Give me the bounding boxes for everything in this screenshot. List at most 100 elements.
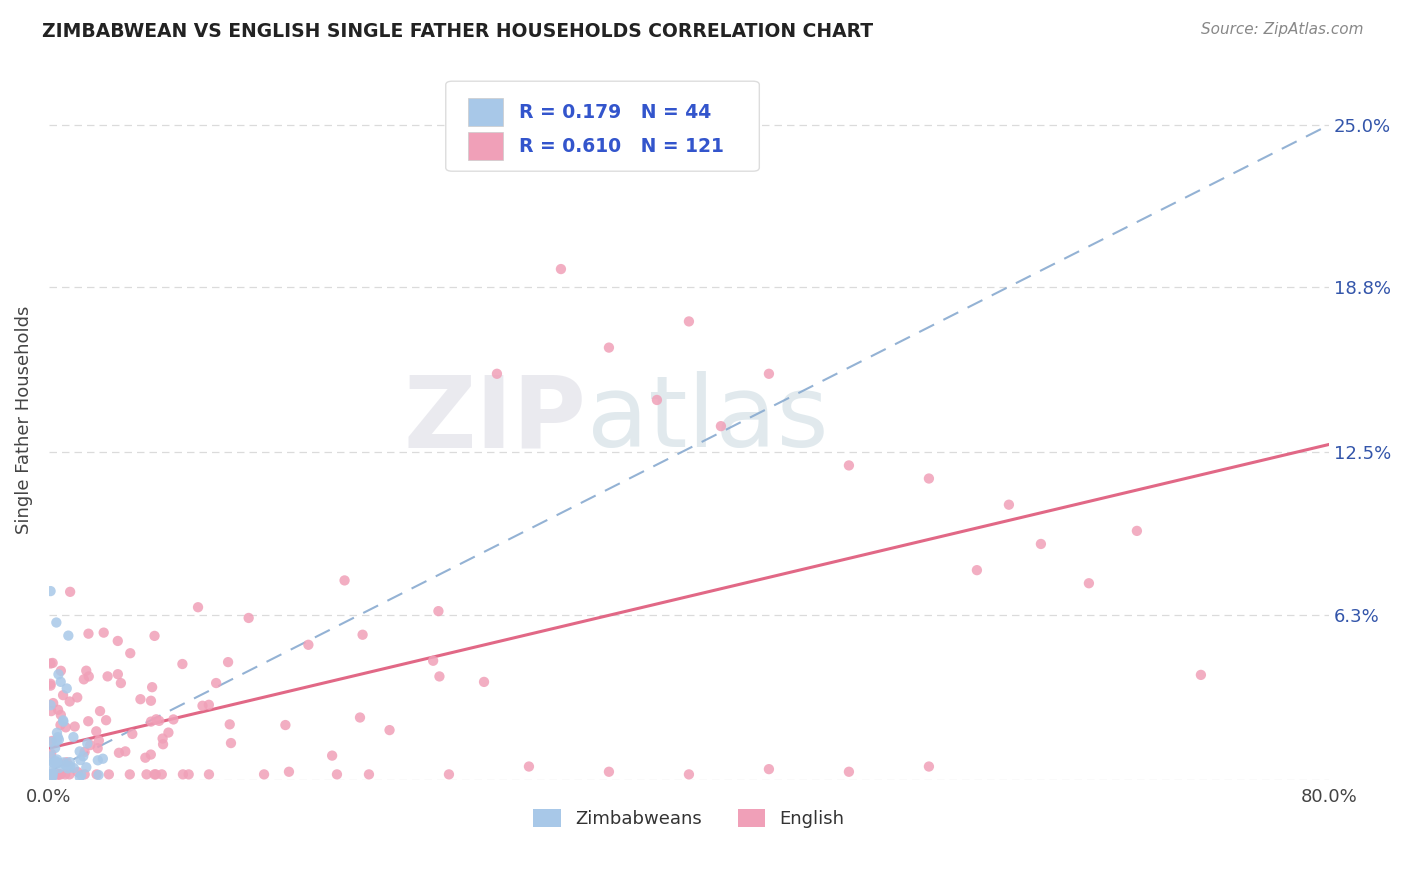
English [143,767,166,781]
English [145,712,167,726]
Zimbabweans [48,667,70,681]
Zimbabweans [56,761,79,775]
English [39,767,62,781]
English [66,690,89,705]
Zimbabweans [62,730,84,744]
English [135,767,157,781]
English [326,767,349,781]
Zimbabweans [41,767,63,781]
Zimbabweans [69,770,91,784]
Zimbabweans [39,749,62,764]
English [172,767,194,781]
English [63,719,86,733]
English [48,767,70,781]
English [472,674,495,689]
English [73,767,96,781]
English [49,718,72,732]
English [120,646,142,660]
FancyBboxPatch shape [446,81,759,171]
English [1189,668,1212,682]
English [598,341,620,355]
English [86,767,108,781]
Zimbabweans [46,725,69,739]
English [41,734,63,748]
English [42,767,65,781]
English [152,731,174,746]
English [550,262,572,277]
Zimbabweans [39,698,62,713]
English [152,737,174,751]
English [139,714,162,729]
Zimbabweans [44,741,66,756]
English [517,759,540,773]
English [86,741,108,756]
Zimbabweans [45,733,67,747]
Zimbabweans [72,749,94,764]
English [150,767,173,781]
English [278,764,301,779]
English [39,747,62,761]
English [349,710,371,724]
English [46,703,69,717]
FancyBboxPatch shape [468,98,503,126]
English [710,419,733,434]
Legend: Zimbabweans, English: Zimbabweans, English [526,802,852,836]
English [48,767,70,781]
English [66,765,89,780]
Text: atlas: atlas [586,371,828,468]
Zimbabweans [91,752,114,766]
English [645,392,668,407]
Zimbabweans [42,756,65,770]
English [53,767,76,781]
English [177,767,200,781]
English [1077,576,1099,591]
English [191,698,214,713]
English [42,696,65,710]
English [148,714,170,728]
English [46,767,69,781]
English [41,656,63,670]
Zimbabweans [41,770,63,784]
Zimbabweans [69,744,91,758]
English [437,767,460,781]
English [219,736,242,750]
English [84,724,107,739]
English [39,677,62,691]
English [107,667,129,681]
English [97,669,120,683]
English [352,628,374,642]
English [198,698,221,712]
English [838,764,860,779]
English [918,471,941,485]
English [378,723,401,737]
English [39,657,62,671]
Zimbabweans [39,584,62,599]
English [321,748,343,763]
English [46,767,69,781]
Zimbabweans [87,768,110,782]
English [139,747,162,762]
English [77,714,100,729]
Zimbabweans [46,730,69,744]
English [107,634,129,648]
Zimbabweans [42,766,65,780]
English [162,713,184,727]
English [55,720,77,734]
Text: R = 0.179   N = 44: R = 0.179 N = 44 [519,103,711,121]
English [838,458,860,473]
Zimbabweans [70,768,93,782]
English [97,767,120,781]
Zimbabweans [39,735,62,749]
Zimbabweans [48,732,70,747]
English [134,750,156,764]
English [157,725,180,739]
English [58,767,80,781]
English [49,767,72,781]
Text: ZIP: ZIP [404,371,586,468]
Zimbabweans [59,759,82,773]
English [114,744,136,758]
English [758,762,780,776]
English [172,657,194,671]
English [73,673,96,687]
English [678,767,700,781]
